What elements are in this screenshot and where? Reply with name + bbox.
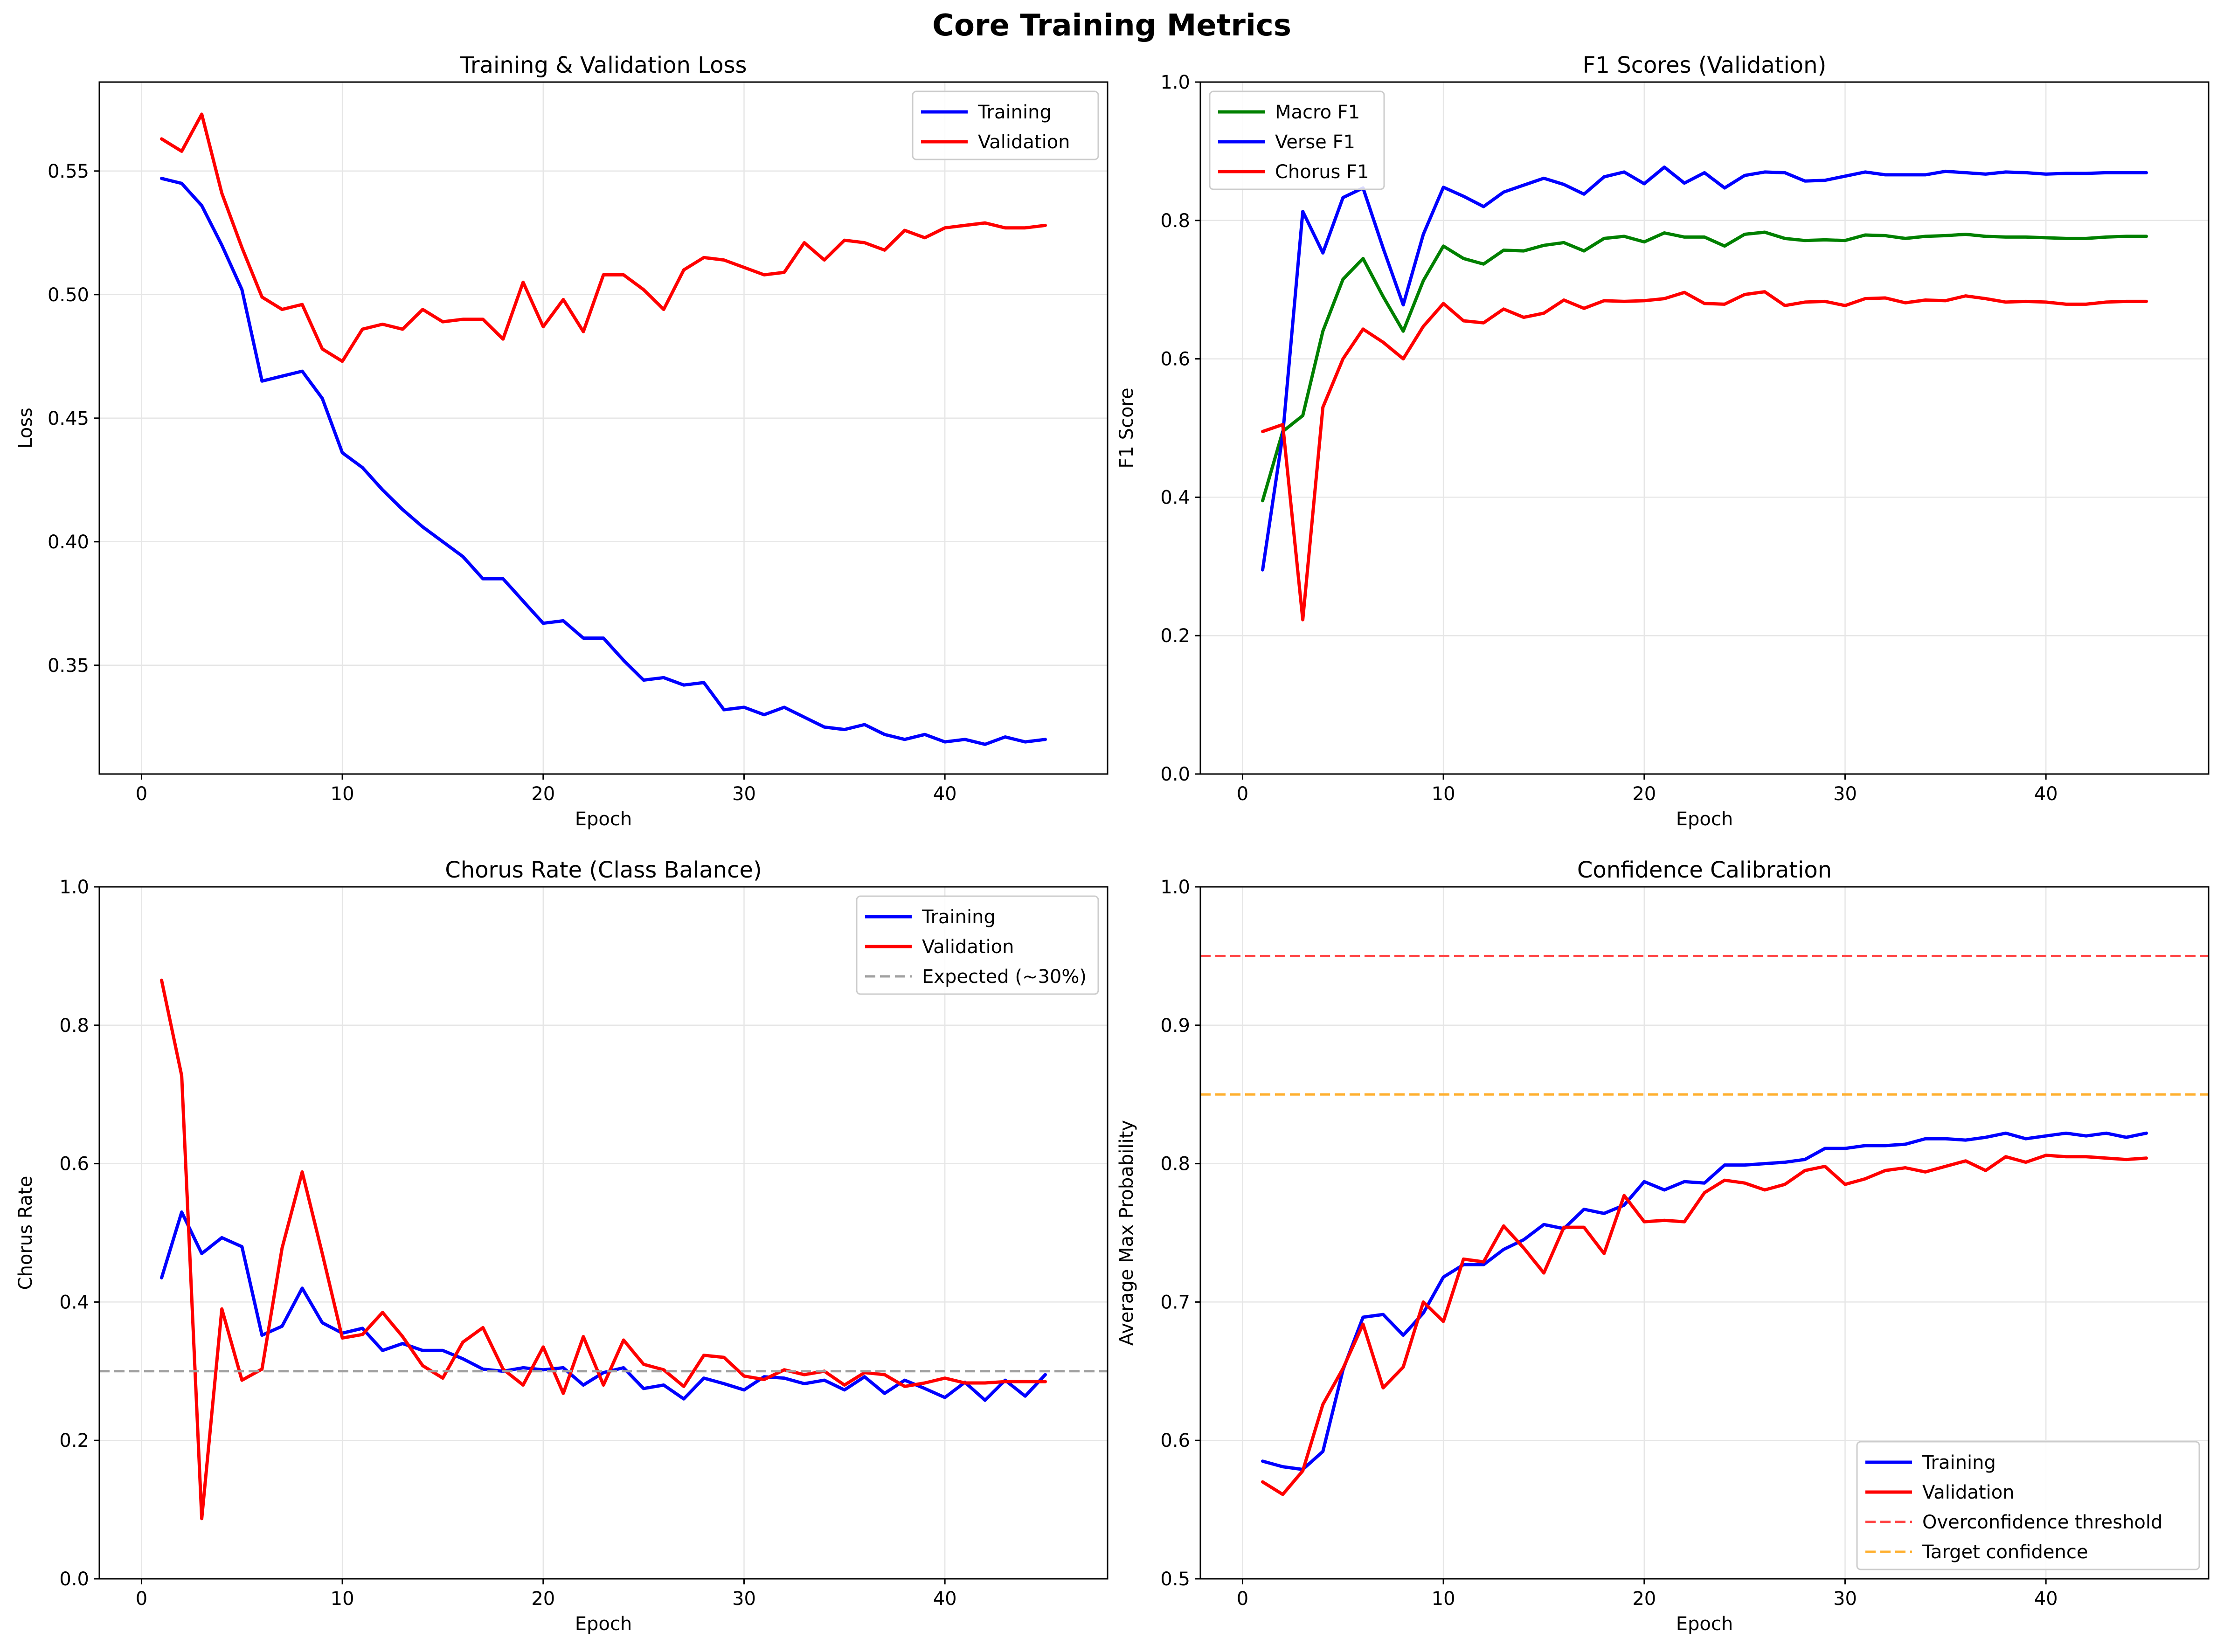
legend-box [1856, 1441, 2200, 1570]
x-tick-label: 20 [1632, 1588, 1656, 1610]
subplot-3: 0 10 20 30 40 0.0 0.2 0.4 0.6 0.8 1.0 Chorus Rate (… [15, 857, 1109, 1635]
x-axis-label: Epoch [1676, 809, 1733, 830]
legend-label: Target confidence [1922, 1541, 2088, 1563]
subplot-4: 0 10 20 30 40 0.5 0.6 0.7 0.8 0.9 1.0 Confidence Ca… [1116, 857, 2210, 1635]
y-tick-label: 0.8 [1160, 210, 1190, 232]
legend-label: Macro F1 [1275, 102, 1360, 123]
y-tick-label: 0.40 [48, 532, 89, 553]
legend: Macro F1 Verse F1 Chorus F1 [1209, 90, 1385, 190]
x-tick-label: 30 [732, 783, 756, 805]
figure-suptitle: Core Training Metrics [932, 8, 1291, 43]
plot-area [160, 112, 1047, 746]
series-line [1261, 166, 2148, 572]
y-tick-label: 0.8 [1160, 1154, 1190, 1175]
series-line [160, 112, 1047, 363]
series-line [1261, 230, 2148, 503]
plot-area [1200, 954, 2209, 1496]
subplot-2: 0 10 20 30 40 0.0 0.2 0.4 0.6 0.8 1.0 F1 Scores (Va… [1116, 52, 2210, 830]
subplot-title: Training & Validation Loss [460, 52, 747, 78]
y-tick-label: 0.35 [48, 655, 89, 677]
x-tick-label: 0 [1237, 1588, 1248, 1610]
legend-label: Verse F1 [1275, 131, 1355, 153]
y-tick-label: 1.0 [1160, 877, 1190, 898]
subplot-1: 0 10 20 30 40 0.35 0.40 0.45 0.50 0.55 Training & … [15, 52, 1109, 830]
series-line [160, 978, 1047, 1521]
x-tick-label: 10 [1432, 783, 1455, 805]
series-line [1261, 1131, 2148, 1471]
y-tick-label: 0.6 [1160, 349, 1190, 370]
x-tick-label: 30 [732, 1588, 756, 1610]
x-tick-label: 30 [1833, 1588, 1857, 1610]
y-tick-label: 0.6 [1160, 1430, 1190, 1452]
x-tick-label: 40 [933, 1588, 957, 1610]
axes-frame [98, 886, 1109, 1580]
x-tick-label: 10 [331, 783, 354, 805]
legend-label: Overconfidence threshold [1922, 1512, 2162, 1533]
y-tick-label: 0.50 [48, 284, 89, 306]
subplot-title: Confidence Calibration [1577, 857, 1832, 883]
legend-label: Expected (~30%) [922, 966, 1087, 988]
x-tick-label: 40 [933, 783, 957, 805]
legend-label: Validation [1922, 1482, 2015, 1503]
y-tick-label: 0.2 [1160, 625, 1190, 647]
y-tick-label: 0.0 [1160, 764, 1190, 785]
legend-label: Training [921, 906, 996, 928]
y-tick-label: 0.6 [59, 1154, 89, 1175]
axes-frame [1199, 81, 2210, 775]
legend-label: Training [1922, 1452, 1996, 1473]
y-tick-label: 0.4 [1160, 487, 1190, 508]
y-axis-label: Average Max Probability [1116, 1120, 1137, 1346]
x-axis-label: Epoch [1676, 1613, 1733, 1635]
legend-label: Validation [978, 131, 1070, 153]
axes-frame [1199, 886, 2210, 1580]
x-tick-label: 0 [1237, 783, 1248, 805]
y-tick-label: 0.7 [1160, 1292, 1190, 1313]
legend-box [1209, 90, 1385, 190]
y-tick-label: 0.0 [59, 1569, 89, 1590]
x-tick-label: 20 [531, 1588, 555, 1610]
legend-label: Training [977, 102, 1052, 123]
series-line [160, 1210, 1047, 1402]
y-tick-label: 0.5 [1160, 1569, 1190, 1590]
x-tick-label: 30 [1833, 783, 1857, 805]
x-axis-label: Epoch [575, 1613, 632, 1635]
legend-label: Chorus F1 [1275, 161, 1369, 183]
plot-area [99, 978, 1108, 1521]
y-axis-label: Loss [15, 408, 36, 449]
legend: Training Validation Overconfidence thresho… [1856, 1441, 2200, 1570]
plot-area [1261, 166, 2148, 622]
subplot-title: Chorus Rate (Class Balance) [445, 857, 762, 883]
y-tick-label: 0.8 [59, 1015, 89, 1037]
subplot-title: F1 Scores (Validation) [1583, 52, 1827, 78]
x-tick-label: 20 [531, 783, 555, 805]
x-tick-label: 0 [136, 1588, 147, 1610]
y-tick-label: 0.45 [48, 408, 89, 429]
y-tick-label: 0.4 [59, 1292, 89, 1313]
x-tick-label: 40 [2034, 783, 2058, 805]
legend-label: Validation [922, 936, 1014, 958]
legend-box [856, 895, 1099, 995]
legend: Training Validation Expected (~30%) [856, 895, 1099, 995]
x-tick-label: 20 [1632, 783, 1656, 805]
series-line [1261, 290, 2148, 622]
legend: Training Validation [912, 90, 1099, 160]
x-axis-label: Epoch [575, 809, 632, 830]
y-tick-label: 1.0 [1160, 72, 1190, 93]
y-tick-label: 0.55 [48, 161, 89, 182]
y-tick-label: 0.2 [59, 1430, 89, 1452]
x-tick-label: 0 [136, 783, 147, 805]
y-axis-label: Chorus Rate [15, 1176, 36, 1290]
series-line [1261, 1154, 2148, 1496]
axes-frame [98, 81, 1109, 775]
y-axis-label: F1 Score [1116, 387, 1137, 468]
series-line [160, 177, 1047, 746]
x-tick-label: 40 [2034, 1588, 2058, 1610]
y-tick-label: 0.9 [1160, 1015, 1190, 1037]
x-tick-label: 10 [331, 1588, 354, 1610]
x-tick-label: 10 [1432, 1588, 1455, 1610]
y-tick-label: 1.0 [59, 877, 89, 898]
